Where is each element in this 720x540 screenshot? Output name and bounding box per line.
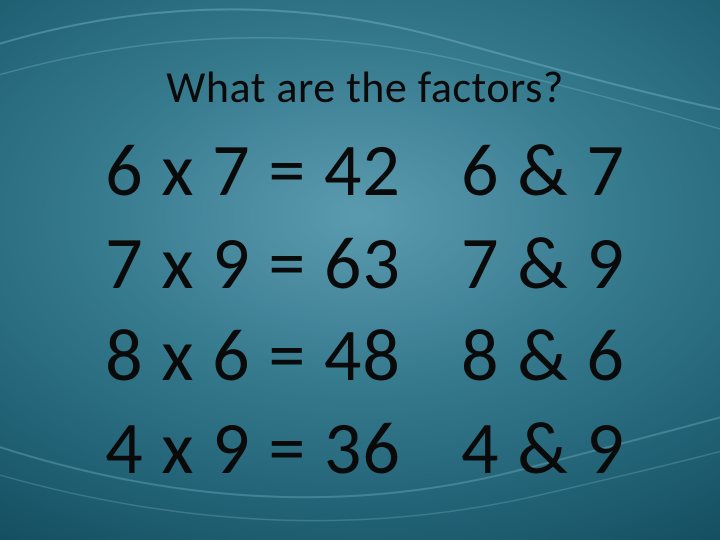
equation-row: 6 x 7 = 42 bbox=[105, 124, 401, 217]
factor-row: 4 & 9 bbox=[461, 402, 625, 495]
slide-container: What are the factors? 6 x 7 = 42 7 x 9 =… bbox=[0, 0, 720, 540]
equation-row: 4 x 9 = 36 bbox=[105, 402, 401, 495]
equation-row: 8 x 6 = 48 bbox=[105, 309, 401, 402]
content-columns: 6 x 7 = 42 7 x 9 = 63 8 x 6 = 48 4 x 9 =… bbox=[60, 124, 670, 494]
equation-row: 7 x 9 = 63 bbox=[105, 217, 401, 310]
factor-row: 8 & 6 bbox=[461, 309, 625, 402]
factor-row: 7 & 9 bbox=[461, 217, 625, 310]
factors-column: 6 & 7 7 & 9 8 & 6 4 & 9 bbox=[461, 124, 625, 494]
slide-title: What are the factors? bbox=[60, 60, 670, 114]
factor-row: 6 & 7 bbox=[461, 124, 625, 217]
equations-column: 6 x 7 = 42 7 x 9 = 63 8 x 6 = 48 4 x 9 =… bbox=[105, 124, 401, 494]
